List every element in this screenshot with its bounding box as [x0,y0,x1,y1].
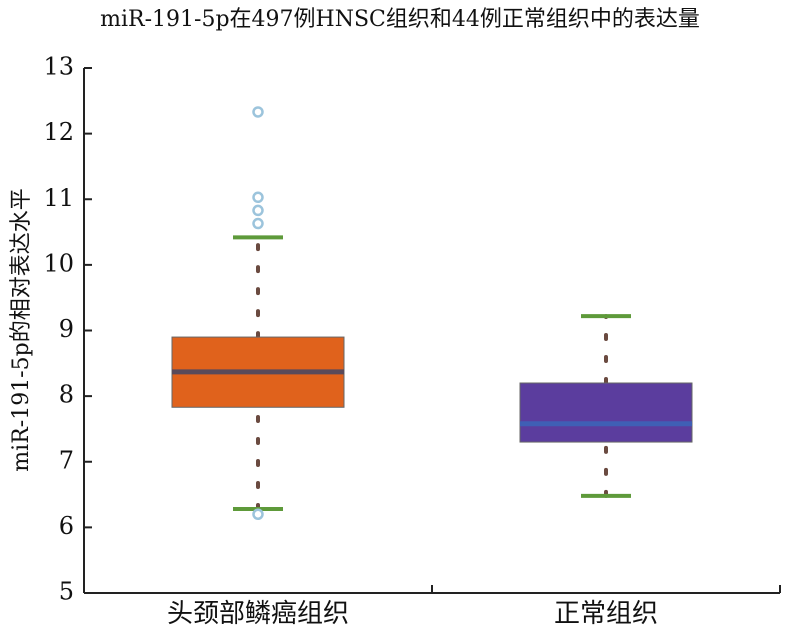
y-tick-label: 5 [59,578,74,606]
flier [252,191,264,204]
y-tick-label: 8 [59,381,74,409]
y-tick-label: 6 [59,512,74,540]
flier [252,204,264,217]
x-tick-label: 头颈部鳞癌组织 [167,599,349,629]
y-tick-label: 12 [43,118,74,146]
x-tick-label: 正常组织 [554,599,658,629]
flier [252,508,264,520]
y-tick-label: 7 [59,446,74,474]
box [519,382,693,443]
y-tick-label: 9 [59,315,74,343]
y-tick-label: 10 [43,249,74,277]
flier [252,106,264,118]
y-tick-label: 13 [43,53,74,81]
y-tick-label: 11 [43,184,74,212]
chart-title: miR-191-5p在497例HNSC组织和44例正常组织中的表达量 [100,7,700,32]
flier [252,217,264,230]
y-axis-label: miR-191-5p的相对表达水平 [9,188,34,471]
